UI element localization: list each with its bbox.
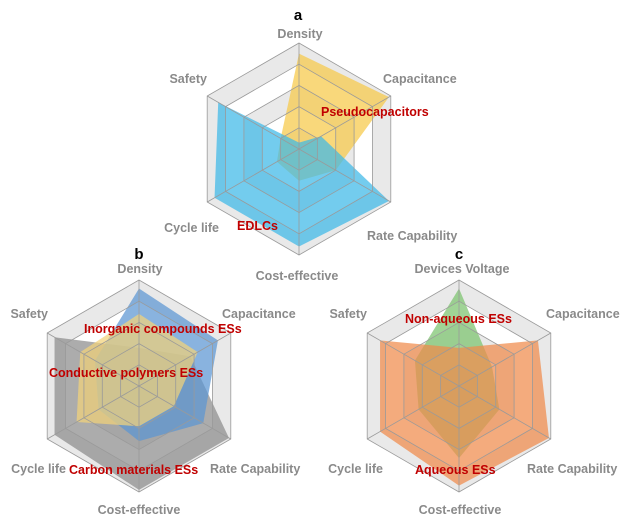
- axis-label-a-rate-capability: Rate Capability: [367, 229, 457, 243]
- axis-label-c-devices-voltage: Devices Voltage: [415, 262, 510, 276]
- radar-spoke-b-2: [138, 385, 231, 440]
- axis-label-a-capacitance: Capacitance: [383, 72, 457, 86]
- axis-label-b-cost-effective: Cost-effective: [98, 503, 181, 517]
- radar-spoke-a-4: [207, 148, 300, 203]
- axis-label-c-cycle-life: Cycle life: [328, 462, 383, 476]
- radar-spoke-b-4: [47, 385, 140, 440]
- panel-letter-b: b: [134, 246, 143, 263]
- panel-letter-c: c: [455, 246, 463, 263]
- axis-label-a-safety: Safety: [169, 72, 207, 86]
- panel-b: b Density Capacitance Rate Capability Co…: [10, 246, 300, 517]
- panel-c: c Devices Voltage Capacitance Rate Capab…: [328, 246, 620, 517]
- axis-label-b-density: Density: [117, 262, 162, 276]
- radar-spoke-b-1: [138, 332, 231, 387]
- radar-spokes-b: [46, 279, 232, 493]
- axis-label-b-rate-capability: Rate Capability: [210, 462, 300, 476]
- axis-label-b-capacitance: Capacitance: [222, 307, 296, 321]
- axis-label-c-cost-effective: Cost-effective: [419, 503, 502, 517]
- radar-spoke-c-4: [367, 385, 460, 440]
- radar-spoke-c-1: [458, 332, 551, 387]
- radar-spoke-a-5: [207, 95, 300, 150]
- series-label-pseudocapacitors: Pseudocapacitors: [321, 105, 429, 119]
- axis-label-a-cost-effective: Cost-effective: [256, 269, 339, 283]
- axis-label-b-safety: Safety: [10, 307, 48, 321]
- series-label-aqueous: Aqueous ESs: [415, 463, 496, 477]
- radar-spoke-a-2: [298, 148, 391, 203]
- series-label-non-aqueous: Non-aqueous ESs: [405, 312, 512, 326]
- radar-series-b: [54, 288, 229, 490]
- panel-a: a Density Capacitance Rate Capability Co…: [164, 7, 457, 283]
- radar-spoke-b-5: [47, 332, 140, 387]
- series-label-carbon-materials: Carbon materials ESs: [69, 463, 198, 477]
- panel-letter-a: a: [294, 7, 303, 24]
- axis-label-b-cycle-life: Cycle life: [11, 462, 66, 476]
- series-label-edlcs: EDLCs: [237, 219, 278, 233]
- series-label-inorganic-compounds: Inorganic compounds ESs: [84, 322, 242, 336]
- axis-label-c-rate-capability: Rate Capability: [527, 462, 617, 476]
- radar-spokes-c: [366, 279, 552, 493]
- series-label-conductive-polymers: Conductive polymers ESs: [49, 366, 203, 380]
- radar-spoke-c-5: [367, 332, 460, 387]
- axis-label-a-density: Density: [277, 27, 322, 41]
- axis-label-a-cycle-life: Cycle life: [164, 221, 219, 235]
- radar-spokes-a: [206, 42, 392, 256]
- series-area-conductive-polymers-ess: [76, 313, 198, 427]
- radar-spoke-c-2: [458, 385, 551, 440]
- axis-label-c-safety: Safety: [329, 307, 367, 321]
- radar-spoke-a-1: [298, 95, 391, 150]
- axis-label-c-capacitance: Capacitance: [546, 307, 620, 321]
